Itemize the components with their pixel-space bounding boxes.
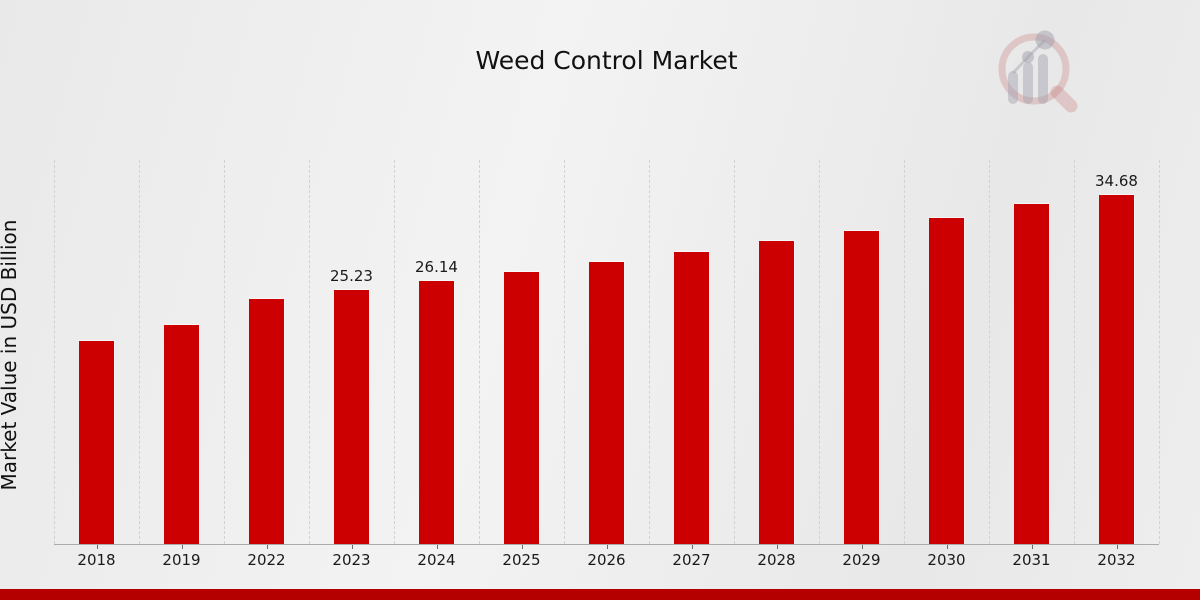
bar-value-label: 26.14 [415,258,458,276]
x-tick-label: 2031 [1012,551,1051,569]
bar [164,325,199,544]
bar [419,281,454,544]
x-tick-label: 2025 [502,551,541,569]
gridline [54,160,55,544]
gridline [989,160,990,544]
gridline [479,160,480,544]
gridline [139,160,140,544]
gridline [564,160,565,544]
x-tick [692,545,693,549]
x-tick-label: 2026 [587,551,626,569]
x-tick-label: 2028 [757,551,796,569]
gridline [1159,160,1160,544]
plot-area: 25.23 26.14 34.68 [54,160,1160,545]
magnifier-bar-chart-watermark-icon [998,30,1078,113]
bar [249,299,284,544]
x-tick-label: 2018 [77,551,116,569]
x-tick [947,545,948,549]
bar-value-label: 34.68 [1095,172,1138,190]
x-tick [352,545,353,549]
bar [759,241,794,544]
x-tick [437,545,438,549]
bar [504,272,539,544]
x-tick [607,545,608,549]
x-tick [862,545,863,549]
y-axis-label: Market Value in USD Billion [0,219,21,491]
x-tick [182,545,183,549]
x-tick-label: 2030 [927,551,966,569]
bar-value-label: 25.23 [330,267,373,285]
gridline [734,160,735,544]
bar [334,290,369,544]
x-tick-label: 2023 [332,551,371,569]
gridline [819,160,820,544]
x-tick-label: 2032 [1097,551,1136,569]
x-tick-label: 2022 [247,551,286,569]
bar [589,262,624,544]
bar [929,218,964,544]
x-tick-label: 2027 [672,551,711,569]
x-tick [777,545,778,549]
bottom-accent-bar [0,589,1200,600]
chart-title: Weed Control Market [475,46,738,75]
gridline [649,160,650,544]
x-tick-label: 2029 [842,551,881,569]
gridline [309,160,310,544]
gridline [394,160,395,544]
bar [844,231,879,544]
x-tick [1117,545,1118,549]
x-tick-label: 2024 [417,551,456,569]
x-tick [522,545,523,549]
x-tick [1032,545,1033,549]
x-tick [267,545,268,549]
gridline [224,160,225,544]
x-tick-label: 2019 [162,551,201,569]
x-tick [97,545,98,549]
bar [79,341,114,544]
gridline [904,160,905,544]
bar [1099,195,1134,544]
bar [674,252,709,544]
bar [1014,204,1049,544]
gridline [1074,160,1075,544]
